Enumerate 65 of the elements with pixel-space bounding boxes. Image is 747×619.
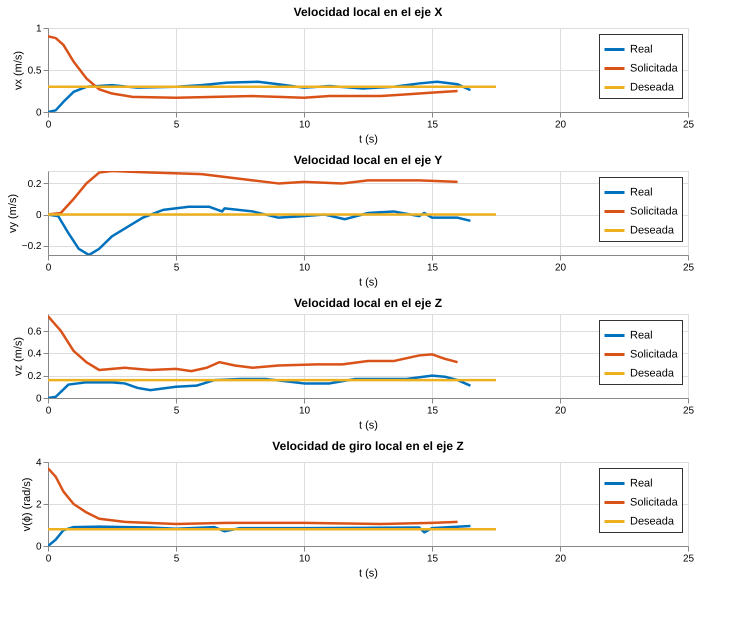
x-tick-label: 15 xyxy=(426,120,438,130)
legend-label: Solicitada xyxy=(630,62,679,74)
y-axis-title: vz (m/s) xyxy=(12,336,25,376)
y-tick-label: 0 xyxy=(36,210,42,222)
y-tick-label: 4 xyxy=(36,458,42,468)
line-series xyxy=(48,171,459,216)
x-tick-label: 0 xyxy=(46,120,52,130)
y-tick-label: 0.4 xyxy=(28,348,42,360)
chart-title: Velocidad local en el eje Z xyxy=(294,296,442,310)
x-tick-label: 20 xyxy=(554,262,566,274)
x-tick-label: 10 xyxy=(298,120,310,130)
x-axis-title: t (s) xyxy=(359,568,378,580)
line-series xyxy=(48,314,459,372)
x-tick-label: 10 xyxy=(298,262,310,274)
legend-label: Deseada xyxy=(630,82,675,94)
x-tick-label: 10 xyxy=(298,554,310,564)
legend-label: Deseada xyxy=(630,224,675,236)
line-series xyxy=(48,467,459,526)
y-tick-label: 0.2 xyxy=(28,371,42,382)
y-axis-title: vx (m/s) xyxy=(12,50,25,90)
legend-label: Solicitada xyxy=(630,496,679,508)
y-tick-label: 0 xyxy=(36,108,42,118)
x-tick-label: 15 xyxy=(426,262,438,274)
x-tick-label: 25 xyxy=(682,262,694,274)
chart-title: Velocidad local en el eje Y xyxy=(294,153,442,167)
x-axis-title: t (s) xyxy=(359,420,378,432)
y-tick-label: 0.5 xyxy=(28,66,42,76)
x-tick-label: 5 xyxy=(174,406,180,416)
legend-label: Solicitada xyxy=(630,206,679,218)
legend-label: Real xyxy=(630,330,653,342)
y-tick-label: 0 xyxy=(36,542,42,552)
x-tick-label: 0 xyxy=(46,554,52,564)
x-tick-label: 25 xyxy=(682,406,694,416)
y-tick-label: 0.2 xyxy=(28,178,42,190)
line-series xyxy=(48,35,459,99)
x-tick-label: 20 xyxy=(554,554,566,564)
x-axis-title: t (s) xyxy=(359,276,378,288)
legend-label: Real xyxy=(630,44,653,56)
y-axis-title: v(ϕ) (rad/s) xyxy=(20,478,33,532)
y-tick-label: 0 xyxy=(36,394,42,404)
x-tick-label: 15 xyxy=(426,554,438,564)
x-tick-label: 20 xyxy=(554,120,566,130)
y-tick-label: 0.6 xyxy=(28,326,42,338)
legend-label: Real xyxy=(630,186,653,198)
x-tick-label: 10 xyxy=(298,406,310,416)
x-tick-label: 5 xyxy=(174,554,180,564)
x-tick-label: 0 xyxy=(46,262,52,274)
y-tick-label: −0.2 xyxy=(22,241,42,252)
x-tick-label: 0 xyxy=(46,406,52,416)
chart-title: Velocidad de giro local en el eje Z xyxy=(272,439,464,453)
legend-label: Real xyxy=(630,478,653,490)
y-axis-title: vy (m/s) xyxy=(6,194,19,234)
y-tick-label: 1 xyxy=(36,24,42,34)
x-tick-label: 5 xyxy=(174,262,180,274)
legend-label: Deseada xyxy=(630,368,675,380)
legend-label: Deseada xyxy=(630,516,675,528)
y-tick-label: 2 xyxy=(36,500,42,510)
x-tick-label: 20 xyxy=(554,406,566,416)
x-tick-label: 15 xyxy=(426,406,438,416)
x-tick-label: 5 xyxy=(174,120,180,130)
chart-title: Velocidad local en el eje X xyxy=(294,5,442,19)
legend-label: Solicitada xyxy=(630,348,679,360)
x-axis-title: t (s) xyxy=(359,134,378,146)
x-tick-label: 25 xyxy=(682,120,694,130)
x-tick-label: 25 xyxy=(682,554,694,564)
